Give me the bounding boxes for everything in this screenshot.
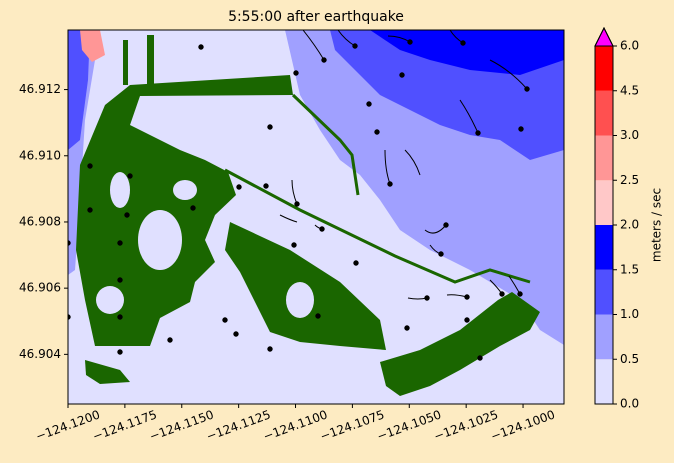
colorbar-tick-label: 4.5 (620, 83, 639, 97)
land-mass (76, 75, 293, 346)
y-tick-label: 46.912 (19, 82, 61, 96)
x-tick-label: −124.1100 (261, 407, 329, 443)
map (68, 30, 564, 404)
colorbar-band (595, 135, 613, 181)
colorbar-tick-label: 1.5 (620, 262, 639, 276)
pier (123, 40, 128, 85)
dike (224, 93, 531, 284)
colorbar-tick-label: 6.0 (620, 39, 639, 53)
dike-line (291, 93, 360, 196)
colorbar-band (595, 225, 613, 270)
colorbar-band (595, 90, 613, 136)
y-tick-label: 46.910 (19, 148, 61, 162)
pier (147, 35, 154, 95)
colorbar-tick-label: 0.5 (620, 352, 639, 366)
hole (173, 180, 197, 200)
y-tick-label: 46.904 (19, 347, 61, 361)
x-tick-label: −124.1025 (432, 407, 500, 443)
colorbar-tick-label: 1.0 (620, 307, 639, 321)
y-tick-label: 46.908 (19, 214, 61, 228)
colorbar-band (595, 269, 613, 315)
colorbar-frame (594, 26, 614, 405)
hole (96, 286, 124, 314)
water-high (68, 30, 90, 150)
hole (138, 210, 182, 270)
land-mass (85, 360, 130, 384)
colorbar-band (595, 180, 613, 225)
x-tick-label: −124.1150 (148, 407, 216, 443)
x-tick-label: −124.1125 (204, 407, 272, 443)
hole (110, 172, 130, 208)
colorbar-band (595, 46, 613, 91)
colorbar-tick-label: 0.0 (620, 397, 639, 411)
x-tick-label: −124.1175 (91, 407, 159, 443)
x-tick-label: −124.1050 (375, 407, 443, 443)
hole (286, 282, 314, 318)
x-tick-label: −124.1200 (34, 407, 102, 443)
water-fast (370, 30, 564, 75)
colorbar-extend (594, 26, 614, 47)
colorbar-tick-label: 3.0 (620, 128, 639, 142)
colorbar-tick-label: 2.0 (620, 218, 639, 232)
y-tick-label: 46.906 (19, 281, 61, 295)
colorbar-band (595, 314, 613, 360)
water-faster (80, 30, 105, 62)
plot-frame (67, 29, 565, 405)
land-holes (96, 172, 314, 318)
x-tick-label: −124.1000 (489, 407, 557, 443)
chart-title: 5:55:00 after earthquake (228, 9, 404, 25)
dike-line (224, 168, 531, 284)
colorbar-band (595, 359, 613, 404)
colorbar-label: meters / sec (650, 188, 664, 262)
particles (68, 30, 530, 361)
colorbar-tick-label: 2.5 (620, 173, 639, 187)
land-mass (380, 292, 540, 396)
x-tick-label: −124.1075 (318, 407, 386, 443)
